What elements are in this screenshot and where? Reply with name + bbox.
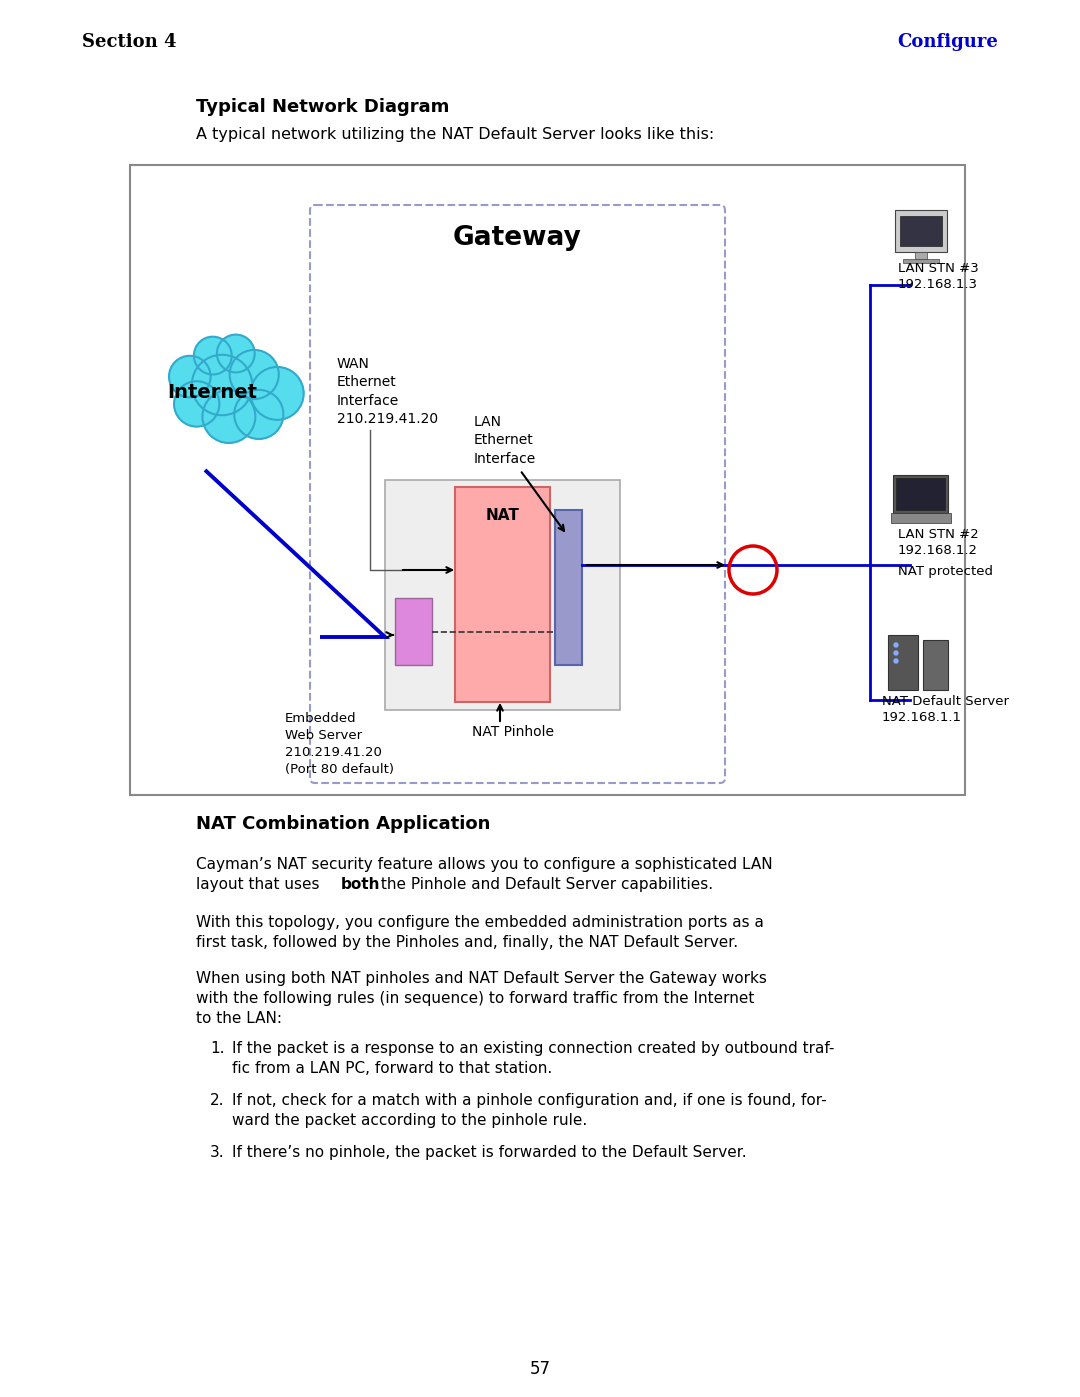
Text: ward the packet according to the pinhole rule.: ward the packet according to the pinhole…	[232, 1113, 588, 1127]
Text: Internet: Internet	[167, 384, 257, 402]
Bar	[900, 217, 942, 246]
Text: A typical network utilizing the NAT Default Server looks like this:: A typical network utilizing the NAT Defa…	[195, 127, 714, 142]
Text: 3.: 3.	[210, 1146, 225, 1160]
Bar	[903, 258, 939, 263]
Text: If not, check for a match with a pinhole configuration and, if one is found, for: If not, check for a match with a pinhole…	[232, 1092, 826, 1108]
Bar	[384, 481, 620, 710]
Circle shape	[168, 356, 211, 397]
Text: 57: 57	[529, 1361, 551, 1377]
Bar	[888, 636, 918, 690]
Text: Embedded
Web Server
210.219.41.20
(Port 80 default): Embedded Web Server 210.219.41.20 (Port …	[285, 712, 394, 775]
Bar	[395, 598, 432, 665]
Bar	[130, 165, 966, 795]
Text: When using both NAT pinholes and NAT Default Server the Gateway works: When using both NAT pinholes and NAT Def…	[195, 971, 767, 986]
Text: Gateway: Gateway	[454, 225, 582, 251]
Circle shape	[217, 335, 255, 373]
Text: Section 4: Section 4	[82, 34, 176, 52]
Bar	[915, 251, 927, 258]
Text: Configure: Configure	[897, 34, 998, 52]
Text: NAT Default Server
192.168.1.1: NAT Default Server 192.168.1.1	[882, 694, 1009, 724]
Text: 1.: 1.	[210, 1041, 225, 1056]
Text: If the packet is a response to an existing connection created by outbound traf-: If the packet is a response to an existi…	[232, 1041, 835, 1056]
Circle shape	[202, 390, 255, 443]
Text: 2.: 2.	[210, 1092, 225, 1108]
Text: Cayman’s NAT security feature allows you to configure a sophisticated LAN: Cayman’s NAT security feature allows you…	[195, 856, 772, 872]
Circle shape	[194, 337, 232, 374]
Bar	[923, 640, 948, 690]
Text: the Pinhole and Default Server capabilities.: the Pinhole and Default Server capabilit…	[376, 877, 713, 893]
Circle shape	[894, 651, 897, 655]
Circle shape	[894, 643, 897, 647]
Text: LAN STN #2
192.168.1.2: LAN STN #2 192.168.1.2	[897, 528, 978, 557]
Text: first task, followed by the Pinholes and, finally, the NAT Default Server.: first task, followed by the Pinholes and…	[195, 935, 738, 950]
Bar	[893, 475, 948, 513]
Bar	[891, 513, 951, 522]
Bar	[455, 488, 550, 703]
Text: to the LAN:: to the LAN:	[195, 1011, 282, 1025]
Text: both: both	[341, 877, 380, 893]
Text: NAT: NAT	[486, 507, 519, 522]
Text: Typical Network Diagram: Typical Network Diagram	[195, 98, 449, 116]
Text: NAT protected: NAT protected	[897, 564, 993, 578]
Circle shape	[230, 349, 279, 400]
Bar	[555, 510, 582, 665]
Bar	[896, 478, 945, 510]
Text: LAN
Ethernet
Interface: LAN Ethernet Interface	[474, 415, 537, 465]
Text: With this topology, you configure the embedded administration ports as a: With this topology, you configure the em…	[195, 915, 764, 930]
Text: If there’s no pinhole, the packet is forwarded to the Default Server.: If there’s no pinhole, the packet is for…	[232, 1146, 746, 1160]
Circle shape	[234, 390, 283, 439]
Text: fic from a LAN PC, forward to that station.: fic from a LAN PC, forward to that stati…	[232, 1060, 552, 1076]
Circle shape	[251, 367, 303, 420]
Text: layout that uses: layout that uses	[195, 877, 324, 893]
Bar	[895, 210, 947, 251]
Text: WAN
Ethernet
Interface
210.219.41.20: WAN Ethernet Interface 210.219.41.20	[337, 358, 438, 426]
Circle shape	[174, 381, 219, 426]
Circle shape	[192, 355, 253, 415]
Text: with the following rules (in sequence) to forward traffic from the Internet: with the following rules (in sequence) t…	[195, 990, 754, 1006]
Text: NAT Pinhole: NAT Pinhole	[472, 725, 554, 739]
Circle shape	[894, 659, 897, 664]
Text: NAT Combination Application: NAT Combination Application	[195, 814, 490, 833]
Text: LAN STN #3
192.168.1.3: LAN STN #3 192.168.1.3	[897, 263, 978, 291]
